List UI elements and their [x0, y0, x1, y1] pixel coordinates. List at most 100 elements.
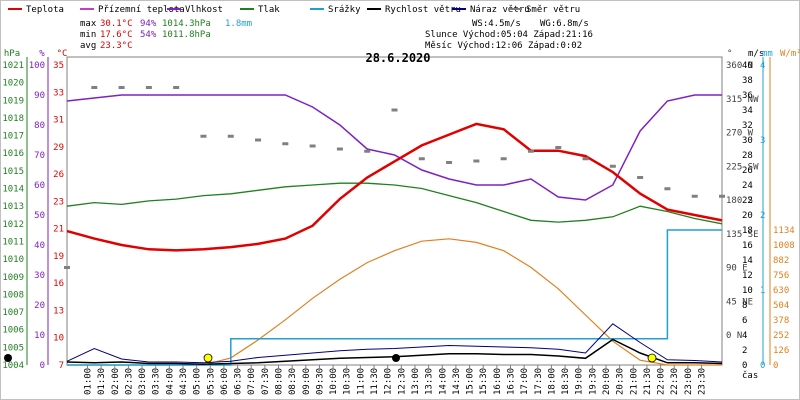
- wind-dir-point-21: [637, 176, 644, 179]
- plot-area: [66, 56, 723, 366]
- axis-mm-unit: mm: [762, 49, 773, 59]
- axis-degc: °C 7 10 13 16 19 21 23 26 29 31 33 35: [53, 49, 67, 371]
- wind-dir-point-11: [364, 149, 371, 153]
- avg-label: avg: [80, 41, 96, 51]
- x-tick-label-34: 18:00: [547, 368, 557, 395]
- wind-dir-point-1: [91, 86, 98, 89]
- wind-dir-point-0: [64, 266, 70, 269]
- x-tick-label-9: 05:30: [206, 368, 216, 395]
- x-tick-label-1: 01:30: [97, 368, 107, 395]
- info-block: WS:4.5m/s WG:6.8m/s Slunce Východ:05:04 …: [425, 19, 593, 51]
- axis-hpa-tick-5: 1009: [2, 273, 24, 283]
- axis-hpa-tick-2: 1006: [2, 326, 24, 336]
- axis-degc-unit: °C: [57, 49, 68, 59]
- axis-ms-tick-19: 38: [742, 76, 753, 86]
- axis-pct-tick-1: 10: [34, 331, 45, 341]
- x-tick-label-42: 22:00: [657, 368, 667, 395]
- wind-dir-point-3: [145, 86, 152, 89]
- legend: Teplota Přízemní teplota Vlhkost Tlak Srážky…: [8, 5, 580, 15]
- x-tick-label-12: 07:00: [247, 368, 257, 395]
- wind-dir-point-8: [282, 142, 289, 146]
- x-tick-label-20: 11:00: [356, 368, 366, 395]
- x-tick-label-41: 21:30: [643, 368, 653, 395]
- axis-pct-tick-3: 30: [34, 271, 45, 281]
- axis-degc-tick-7: 26: [53, 170, 64, 180]
- max-rain: 1.8mm: [225, 19, 252, 29]
- axis-hpa-tick-3: 1007: [2, 308, 24, 318]
- axis-wm2-tick-9: 1134: [773, 226, 795, 236]
- axis-dir-tick-5: 225 SW: [726, 162, 759, 172]
- axis-ms-tick-5: 10: [742, 286, 753, 296]
- x-tick-label-7: 04:30: [179, 368, 189, 395]
- max-press: 1014.3hPa: [162, 19, 211, 29]
- axis-hpa-tick-9: 1013: [2, 202, 24, 212]
- x-tick-label-13: 07:30: [261, 368, 271, 395]
- axis-ms-tick-11: 22: [742, 196, 753, 206]
- axis-hpa-tick-1: 1005: [2, 343, 24, 353]
- wind-dir-point-15: [473, 159, 480, 163]
- series-humidity: [66, 94, 722, 201]
- x-tick-label-32: 17:00: [520, 368, 530, 395]
- axis-wm2-tick-2: 252: [773, 331, 789, 341]
- x-tick-label-10: 06:00: [220, 368, 230, 395]
- axis-wm2-unit: W/m²: [780, 49, 800, 59]
- max-temp: 30.1°C: [100, 19, 133, 29]
- x-tick-label-40: 21:00: [629, 368, 639, 395]
- axis-hpa-unit: hPa: [4, 49, 20, 59]
- x-tick-label-35: 18:30: [561, 368, 571, 395]
- x-tick-label-17: 09:30: [315, 368, 325, 395]
- wind-dir-point-23: [691, 194, 698, 198]
- axis-dir-tick-8: 360 N: [726, 61, 753, 71]
- min-press: 1011.8hPa: [162, 30, 211, 40]
- legend-label-0: Teplota: [26, 5, 64, 15]
- info-sun: Slunce Východ:05:04 Západ:21:16: [425, 30, 593, 40]
- axis-degc-tick-5: 21: [53, 225, 64, 235]
- info-wg: WG:6.8m/s: [540, 19, 589, 29]
- axis-pct-tick-5: 50: [34, 211, 45, 221]
- x-tick-label-22: 12:00: [384, 368, 394, 395]
- axis-dir-tick-3: 135 SE: [726, 230, 759, 240]
- x-tick-label-30: 16:00: [493, 368, 503, 395]
- x-tick-label-24: 13:00: [411, 368, 421, 395]
- axis-ms-tick-7: 14: [742, 256, 753, 266]
- axis-hpa-tick-17: 1021: [2, 61, 24, 71]
- axis-hpa-tick-10: 1014: [2, 185, 24, 195]
- x-tick-label-15: 08:30: [288, 368, 298, 395]
- axis-mm-tick-0: 0: [760, 361, 765, 371]
- axis-ms-tick-14: 28: [742, 151, 753, 161]
- axis-ms-tick-1: 2: [742, 346, 747, 356]
- axis-ms-tick-8: 16: [742, 241, 753, 251]
- axis-ms-tick-10: 20: [742, 211, 753, 221]
- x-tick-label-21: 11:30: [370, 368, 380, 395]
- axis-wm2-tick-1: 126: [773, 346, 789, 356]
- x-tick-label-43: 22:30: [670, 368, 680, 395]
- axis-hpa-tick-4: 1008: [2, 290, 24, 300]
- sunrise-marker: [203, 353, 213, 363]
- axis-degc-tick-1: 10: [53, 334, 64, 344]
- x-tick-label-8: 05:00: [193, 368, 203, 395]
- x-tick-label-27: 14:30: [452, 368, 462, 395]
- x-tick-label-3: 02:30: [124, 368, 134, 395]
- sunset-marker: [647, 353, 657, 363]
- axis-pct-tick-8: 80: [34, 121, 45, 131]
- chart-title: 28.6.2020: [365, 51, 430, 65]
- x-tick-label-4: 03:00: [138, 368, 148, 395]
- x-tick-label-36: 19:00: [575, 368, 585, 395]
- wind-dir-point-4: [173, 86, 180, 89]
- legend-label-1: Přízemní teplota: [98, 5, 185, 15]
- axis-ms-tick-4: 8: [742, 301, 747, 311]
- wind-dir-point-2: [118, 86, 125, 89]
- axis-pct-unit: %: [39, 49, 45, 59]
- axis-dir-tick-2: 90 E: [726, 264, 748, 274]
- axis-pct-tick-10: 100: [29, 61, 45, 71]
- series-pressure: [66, 182, 723, 225]
- avg-temp: 23.3°C: [100, 41, 133, 51]
- axis-pct-tick-9: 90: [34, 91, 45, 101]
- axis-wm2-tick-4: 504: [773, 301, 789, 311]
- x-tick-label-45: 23:30: [698, 368, 708, 395]
- info-ws: WS:4.5m/s: [472, 19, 521, 29]
- axis-degc-tick-4: 19: [53, 252, 64, 262]
- x-tick-label-37: 19:30: [588, 368, 598, 395]
- axis-mm: mm01234: [760, 49, 773, 371]
